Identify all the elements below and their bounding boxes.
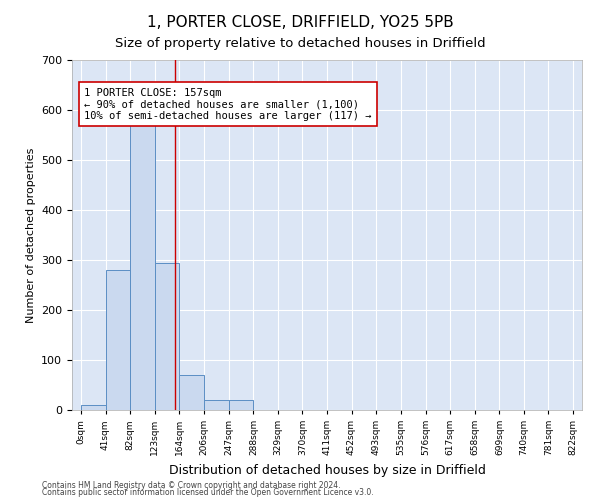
Bar: [204, 400, 229, 410]
Bar: [179, 375, 204, 410]
Text: Size of property relative to detached houses in Driffield: Size of property relative to detached ho…: [115, 38, 485, 51]
Text: 1, PORTER CLOSE, DRIFFIELD, YO25 5PB: 1, PORTER CLOSE, DRIFFIELD, YO25 5PB: [146, 15, 454, 30]
Bar: [81, 405, 106, 410]
Bar: [229, 400, 253, 410]
Y-axis label: Number of detached properties: Number of detached properties: [26, 148, 35, 322]
Bar: [130, 125, 155, 410]
Bar: [106, 270, 130, 410]
Text: 1 PORTER CLOSE: 157sqm
← 90% of detached houses are smaller (1,100)
10% of semi-: 1 PORTER CLOSE: 157sqm ← 90% of detached…: [84, 88, 371, 120]
Text: Contains HM Land Registry data © Crown copyright and database right 2024.: Contains HM Land Registry data © Crown c…: [42, 480, 341, 490]
X-axis label: Distribution of detached houses by size in Driffield: Distribution of detached houses by size …: [169, 464, 485, 476]
Text: Contains public sector information licensed under the Open Government Licence v3: Contains public sector information licen…: [42, 488, 374, 497]
Bar: [155, 262, 179, 410]
